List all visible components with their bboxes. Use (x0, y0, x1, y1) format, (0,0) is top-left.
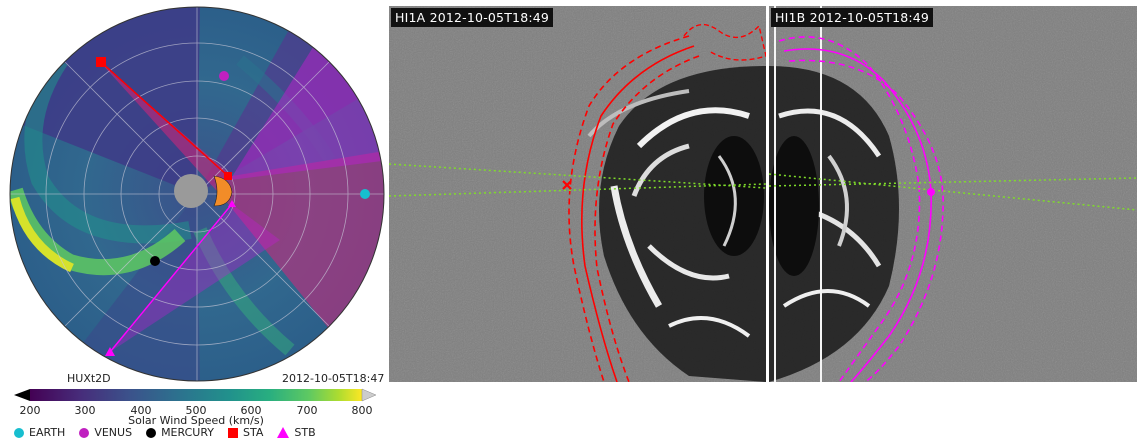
plot-boundary (9, 6, 385, 382)
colorbar-tick: 200 (20, 404, 41, 417)
sta-hi-fov (100, 62, 384, 330)
model-label: HUXt2D (67, 372, 111, 385)
colorbar-low-extend (14, 389, 30, 401)
colorbar: 200 300 400 500 600 700 800 Solar Wind S… (14, 388, 377, 427)
colorbar-tick: 500 (186, 404, 207, 417)
hi1b-ecliptic-line-1 (768, 177, 1137, 187)
colorbar-high-extend (361, 388, 377, 402)
huxt-polar-plot: HUXt2D 2012-10-05T18:47 200 300 400 500 … (9, 6, 385, 427)
sta-line (100, 61, 229, 177)
stb-cme-marker (228, 200, 236, 207)
hi1a-image-panel: HI1A 2012-10-05T18:49 (388, 6, 767, 383)
venus-legend-marker (79, 427, 90, 438)
legend-venus: VENUS (79, 426, 132, 439)
legend-stb: STB (277, 426, 316, 439)
hi1b-ecliptic-line-2 (768, 173, 1137, 211)
hi1a-sta-marker (562, 180, 572, 190)
marker-legend: EARTH VENUS MERCURY STA STB (14, 426, 316, 439)
sta-legend-marker (228, 427, 238, 438)
legend-label: EARTH (29, 426, 66, 439)
sta-cme-marker (224, 172, 232, 180)
colorbar-label: Solar Wind Speed (km/s) (128, 414, 264, 427)
solar-wind-field (10, 7, 384, 381)
hi1b-stb-marker (927, 188, 935, 196)
venus-marker (219, 71, 229, 81)
legend-label: MERCURY (161, 426, 214, 439)
plot-timestamp: 2012-10-05T18:47 (282, 372, 384, 385)
sta-marker (96, 57, 106, 67)
hi1a-contour-top (683, 23, 767, 61)
legend-earth: EARTH (14, 426, 65, 439)
colorbar-tick: 300 (75, 404, 96, 417)
colorbar-tick: 800 (352, 404, 373, 417)
legend-sta: STA (228, 426, 263, 439)
hi1b-contour-outer (788, 59, 944, 383)
mercury-marker (150, 256, 160, 266)
stb-hi-fov (110, 205, 280, 352)
legend-mercury: MERCURY (146, 426, 214, 439)
earth-marker (360, 189, 370, 199)
legend-label: STB (294, 426, 316, 439)
colorbar-gradient (30, 389, 362, 401)
stb-marker (105, 347, 115, 356)
huxt-polar-panel: HUXt2D 2012-10-05T18:47 200 300 400 500 … (0, 0, 390, 444)
earth-legend-marker (14, 427, 24, 438)
hi1b-image (768, 6, 1137, 383)
hi1b-cme-structure (769, 66, 899, 382)
stb-line (109, 203, 233, 353)
mercury-legend-marker (146, 427, 157, 438)
colorbar-tick: 400 (131, 404, 152, 417)
colorbar-tick: 700 (297, 404, 318, 417)
hi1a-contour-inner (594, 55, 700, 383)
hi1a-cme-structure (587, 66, 766, 382)
hi1a-contour-mid (581, 45, 695, 383)
hi1a-label: HI1A 2012-10-05T18:49 (391, 8, 554, 27)
hi1b-label: HI1B 2012-10-05T18:49 (771, 8, 934, 27)
stb-legend-marker (277, 427, 290, 438)
inner-boundary (174, 174, 208, 208)
legend-label: VENUS (94, 426, 133, 439)
hi1b-contour-inner (778, 36, 921, 383)
colorbar-tick: 600 (241, 404, 262, 417)
hi1a-contour-outer (568, 35, 690, 383)
cme-front (213, 175, 233, 207)
legend-label: STA (243, 426, 264, 439)
hi1a-image (388, 6, 767, 383)
hi1b-image-panel: HI1B 2012-10-05T18:49 (768, 6, 1137, 383)
